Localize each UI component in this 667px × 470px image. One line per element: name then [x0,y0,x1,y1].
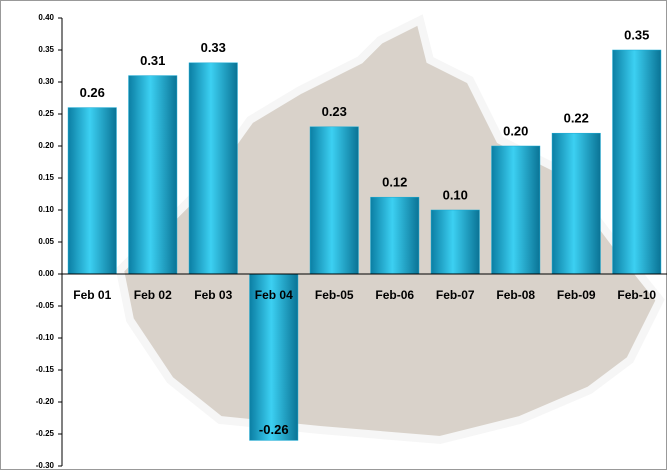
bar [189,63,237,274]
value-label: 0.20 [503,123,528,138]
y-tick-label: 0.35 [38,45,54,54]
x-tick-label: Feb-09 [557,288,596,302]
value-label: 0.12 [382,175,407,190]
bar [552,133,600,274]
chart: -0.30 -0.25 -0.20 -0.15 -0.10 -0.05 0.00 0.05 0.… [0,0,667,470]
bar [371,197,419,274]
y-tick-label: -0.15 [36,365,55,374]
x-tick-label: Feb-10 [617,288,656,302]
y-tick-label: 0.10 [38,205,54,214]
y-tick-label: 0.05 [38,237,54,246]
x-tick-label: Feb 03 [194,288,232,302]
y-tick-label: -0.25 [36,429,55,438]
x-tick-label: Feb 01 [73,288,111,302]
bar [613,50,661,274]
y-tick-label: 0.15 [38,173,54,182]
value-label: 0.26 [80,85,105,100]
bar [431,210,479,274]
value-label: -0.26 [259,422,289,437]
x-tick-label: Feb-08 [496,288,535,302]
x-tick-label: Feb-06 [375,288,414,302]
bar [68,108,116,274]
value-label: 0.33 [201,40,226,55]
value-label: 0.10 [443,187,468,202]
y-tick-label: -0.05 [36,301,55,310]
bar [129,76,177,274]
value-label: 0.31 [140,53,165,68]
page: -0.30 -0.25 -0.20 -0.15 -0.10 -0.05 0.00 0.05 0.… [0,0,667,470]
value-label: 0.22 [564,111,589,126]
x-tick-label: Feb-05 [315,288,354,302]
y-tick-label: 0.20 [38,141,54,150]
y-tick-label: 0.25 [38,109,54,118]
bar [492,146,540,274]
x-tick-label: Feb 02 [134,288,172,302]
y-tick-label: 0.00 [38,269,54,278]
y-tick-label: 0.40 [38,13,54,22]
value-label: 0.35 [624,27,649,42]
y-tick-label: -0.30 [36,461,55,470]
bar [310,127,358,274]
y-tick-label: -0.10 [36,333,55,342]
y-tick-label: 0.30 [38,77,54,86]
y-tick-label: -0.20 [36,397,55,406]
x-tick-label: Feb-07 [436,288,475,302]
value-label: 0.23 [322,104,347,119]
x-tick-label: Feb 04 [255,288,293,302]
